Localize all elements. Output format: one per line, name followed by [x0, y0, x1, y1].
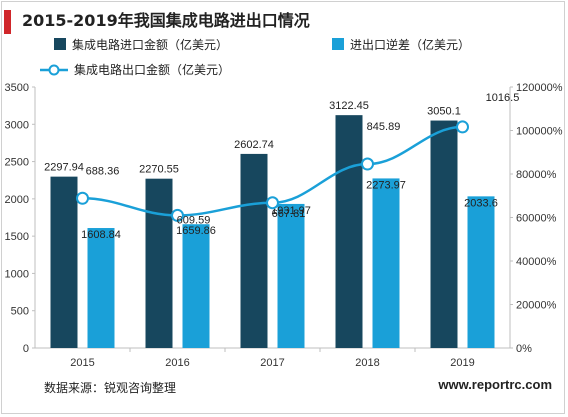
x-tick-label: 2017 [260, 357, 284, 369]
legend-export-marker [48, 64, 60, 76]
trade-deficit-value-label: 1659.86 [176, 225, 216, 237]
export-point [266, 196, 279, 210]
import-bar [430, 120, 458, 348]
import-bar [335, 115, 363, 348]
import-bar [240, 153, 268, 348]
export-point [456, 120, 469, 134]
right-tick-label: 100000% [516, 126, 563, 138]
left-tick-label: 0 [23, 343, 29, 355]
website-url: www.reportrc.com [438, 377, 552, 392]
import-bar [50, 176, 78, 348]
x-tick-label: 2018 [355, 357, 379, 369]
left-tick-label: 2000 [5, 194, 29, 206]
export-value-label: 609.59 [177, 214, 211, 226]
trade-deficit-value-label: 2273.97 [366, 179, 406, 191]
import-value-label: 2602.74 [234, 139, 274, 151]
trade-deficit-bar [87, 228, 115, 348]
right-tick-label: 80000% [516, 169, 557, 181]
export-value-label: 688.36 [86, 165, 120, 177]
trade-deficit-value-label: 1608.84 [81, 229, 121, 241]
trade-deficit-bar [182, 224, 210, 348]
import-bar [145, 178, 173, 348]
right-tick-label: 60000% [516, 213, 557, 225]
export-value-label: 667.81 [272, 208, 306, 220]
import-value-label: 3122.45 [329, 100, 369, 112]
left-tick-label: 3500 [5, 82, 29, 94]
legend-import-label: 集成电路进口金额（亿美元） [72, 37, 228, 52]
left-tick-label: 3000 [5, 119, 29, 131]
right-tick-label: 0% [516, 343, 532, 355]
title-bar: 2015-2019年我国集成电路进出口情况 [0, 6, 568, 36]
export-point [361, 157, 374, 171]
trade-deficit-bar [372, 178, 400, 348]
export-value-label: 845.89 [367, 121, 401, 133]
export-value-label: 1016.5 [486, 92, 520, 104]
import-value-label: 2297.94 [44, 162, 84, 174]
left-tick-label: 1500 [5, 231, 29, 243]
export-point [76, 191, 89, 205]
export-point [171, 208, 184, 222]
right-tick-label: 20000% [516, 300, 557, 312]
data-source: 数据来源：锐观咨询整理 [44, 381, 177, 395]
left-tick-label: 1000 [5, 268, 29, 280]
import-value-label: 2270.55 [139, 164, 179, 176]
x-tick-label: 2015 [70, 357, 94, 369]
x-tick-label: 2019 [450, 357, 474, 369]
legend-export-label: 集成电路出口金额（亿美元） [74, 62, 230, 77]
legend-import-swatch [54, 38, 66, 50]
right-tick-label: 120000% [516, 82, 563, 94]
chart-title: 2015-2019年我国集成电路进出口情况 [22, 11, 310, 30]
trade-deficit-value-label: 2033.6 [464, 197, 498, 209]
legend-deficit-swatch [332, 38, 344, 50]
legend-deficit-label: 进出口逆差（亿美元） [350, 37, 470, 52]
right-tick-label: 40000% [516, 256, 557, 268]
trade-deficit-bar [277, 203, 305, 348]
x-tick-label: 2016 [165, 357, 189, 369]
left-tick-label: 2500 [5, 157, 29, 169]
import-value-label: 3050.1 [427, 106, 461, 118]
title-accent-bar [4, 10, 11, 34]
trade-deficit-value-label: 1931.97 [271, 205, 311, 217]
trade-deficit-bar [467, 196, 495, 348]
left-tick-label: 500 [11, 306, 29, 318]
